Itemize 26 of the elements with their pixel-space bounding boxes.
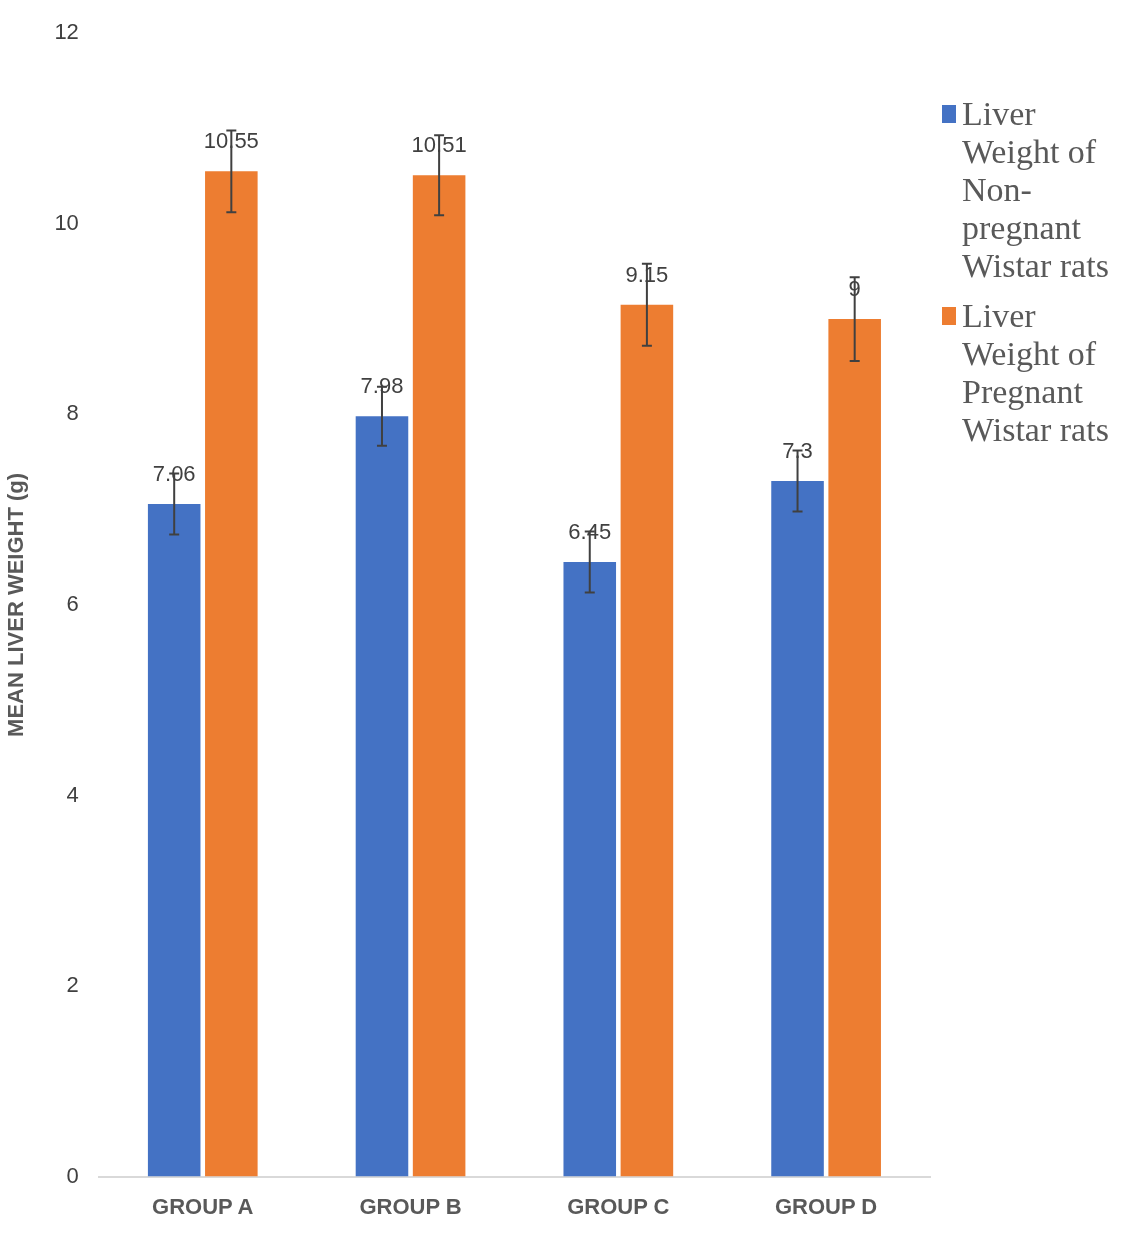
- y-tick-label: 10: [54, 209, 79, 235]
- bar: [355, 416, 409, 1177]
- bar: [147, 503, 201, 1177]
- bar: [205, 171, 258, 1177]
- y-tick-label: 4: [66, 781, 79, 807]
- x-tick-label: GROUP A: [152, 1193, 254, 1219]
- y-tick-label: 12: [54, 19, 79, 45]
- data-label: 6.45: [568, 519, 612, 545]
- data-label: 7.98: [360, 373, 404, 399]
- x-tick-label: GROUP C: [567, 1193, 670, 1219]
- y-tick-label: 6: [66, 590, 79, 616]
- y-tick-label: 8: [66, 400, 79, 426]
- legend-label: Liver Weight of Pregnant Wistar rats: [962, 297, 1110, 449]
- data-label: 7.3: [782, 438, 813, 464]
- y-axis-title: MEAN LIVER WEIGHT (g): [3, 472, 29, 737]
- bar: [620, 304, 674, 1177]
- y-tick-label: 0: [66, 1162, 79, 1188]
- x-tick-label: GROUP D: [774, 1193, 878, 1219]
- bar: [771, 481, 824, 1177]
- bar: [828, 319, 881, 1177]
- bar: [412, 175, 466, 1177]
- y-tick-label: 2: [66, 972, 79, 998]
- x-tick-label: GROUP B: [359, 1193, 462, 1219]
- bar: [563, 562, 617, 1177]
- data-label: 7.06: [152, 460, 196, 486]
- legend-label: Liver Weight of Non-pregnant Wistar rats: [962, 95, 1110, 285]
